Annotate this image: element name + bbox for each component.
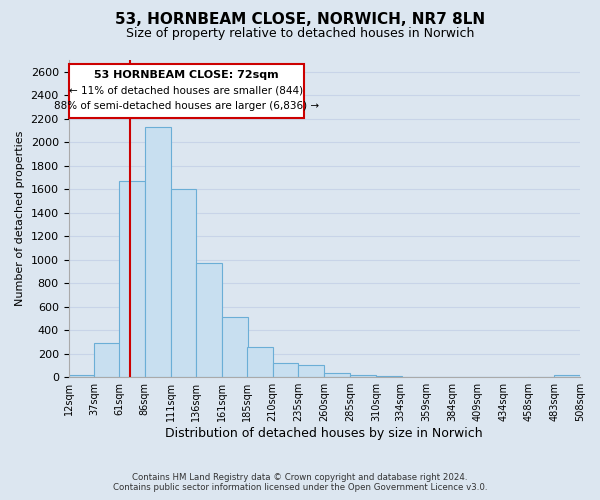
Bar <box>119 181 145 377</box>
Bar <box>94 343 120 377</box>
Bar <box>68 64 304 118</box>
Bar <box>247 347 273 377</box>
Bar <box>68 375 94 377</box>
Bar <box>350 375 376 377</box>
Text: Contains HM Land Registry data © Crown copyright and database right 2024.
Contai: Contains HM Land Registry data © Crown c… <box>113 473 487 492</box>
Bar <box>170 189 196 377</box>
Bar <box>376 376 401 377</box>
Bar <box>222 318 248 377</box>
Bar <box>324 372 350 377</box>
Bar <box>452 376 478 377</box>
Bar <box>427 376 452 377</box>
Bar <box>298 366 324 377</box>
Text: Size of property relative to detached houses in Norwich: Size of property relative to detached ho… <box>126 28 474 40</box>
Text: 88% of semi-detached houses are larger (6,836) →: 88% of semi-detached houses are larger (… <box>53 100 319 110</box>
Bar <box>145 127 170 377</box>
Bar <box>273 362 298 377</box>
Text: ← 11% of detached houses are smaller (844): ← 11% of detached houses are smaller (84… <box>69 86 303 96</box>
Bar <box>196 263 222 377</box>
Bar <box>554 376 580 377</box>
Bar <box>401 376 427 377</box>
Y-axis label: Number of detached properties: Number of detached properties <box>15 131 25 306</box>
X-axis label: Distribution of detached houses by size in Norwich: Distribution of detached houses by size … <box>166 427 483 440</box>
Text: 53, HORNBEAM CLOSE, NORWICH, NR7 8LN: 53, HORNBEAM CLOSE, NORWICH, NR7 8LN <box>115 12 485 28</box>
Text: 53 HORNBEAM CLOSE: 72sqm: 53 HORNBEAM CLOSE: 72sqm <box>94 70 278 81</box>
